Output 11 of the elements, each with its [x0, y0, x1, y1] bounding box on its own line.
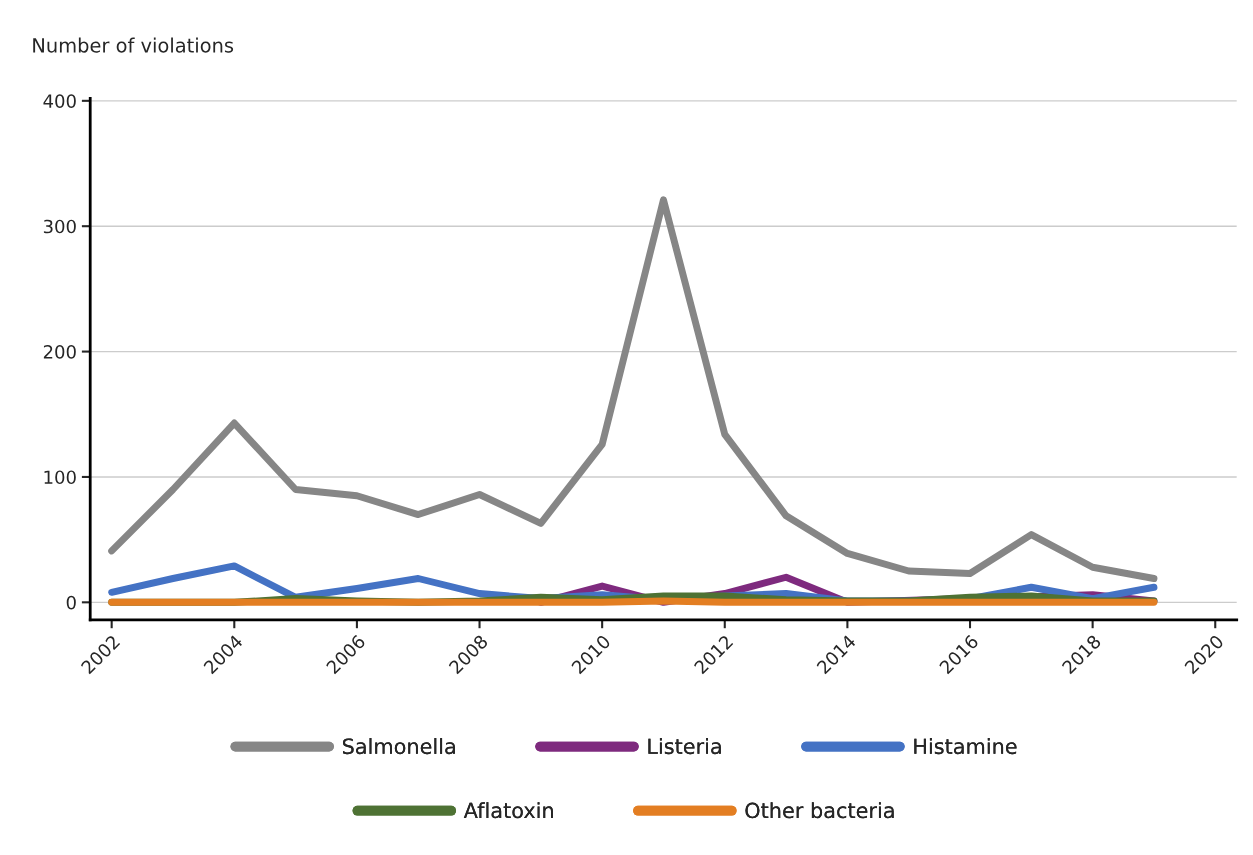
legend-label: Listeria	[648, 738, 721, 755]
y-tick-label: 300	[43, 219, 76, 234]
y-axis-title: Number of violations	[33, 37, 234, 53]
y-tick-label: 200	[43, 345, 76, 359]
y-tick-label: 100	[44, 470, 76, 485]
y-tick-label: 0	[66, 595, 76, 610]
legend-label: Other bacteria	[745, 802, 894, 819]
legend-label: Aflatoxin	[463, 802, 553, 819]
legend-label: Histamine	[914, 738, 1017, 755]
legend-label: Salmonella	[342, 738, 455, 755]
y-tick-label: 400	[43, 94, 76, 108]
